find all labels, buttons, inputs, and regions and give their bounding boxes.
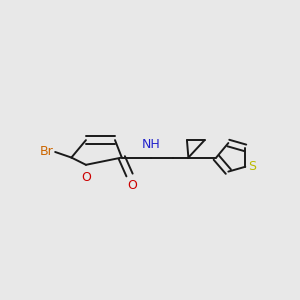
Text: O: O bbox=[81, 171, 91, 184]
Text: NH: NH bbox=[142, 138, 161, 151]
Text: Br: Br bbox=[40, 146, 54, 158]
Text: O: O bbox=[128, 179, 137, 192]
Text: S: S bbox=[248, 160, 256, 173]
